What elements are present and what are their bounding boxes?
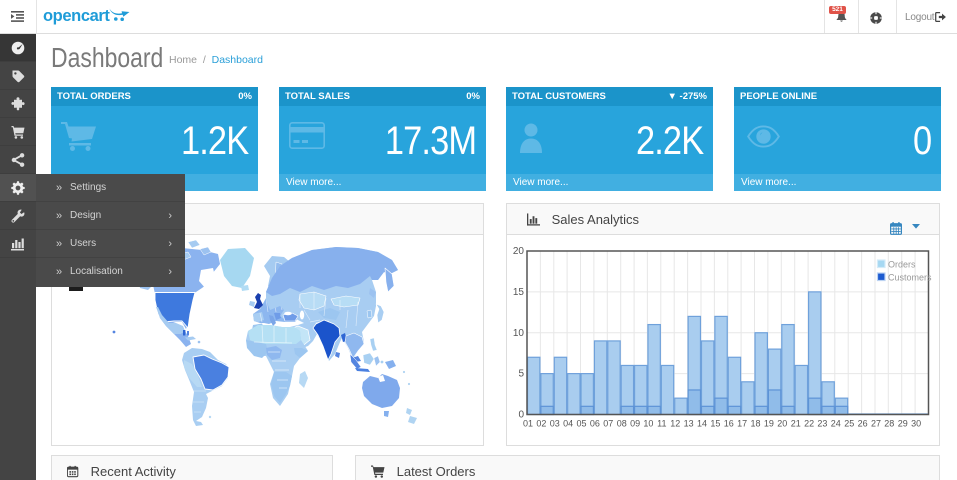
- svg-text:07: 07: [603, 419, 613, 429]
- svg-text:22: 22: [804, 419, 814, 429]
- svg-text:10: 10: [643, 419, 653, 429]
- svg-text:15: 15: [710, 419, 720, 429]
- svg-text:20: 20: [777, 419, 787, 429]
- svg-text:12: 12: [670, 419, 680, 429]
- svg-text:18: 18: [750, 419, 760, 429]
- svg-text:26: 26: [858, 419, 868, 429]
- svg-text:05: 05: [576, 419, 586, 429]
- svg-text:11: 11: [657, 419, 666, 429]
- svg-text:15: 15: [513, 287, 525, 298]
- svg-text:5: 5: [518, 369, 524, 380]
- svg-text:20: 20: [513, 246, 525, 257]
- svg-text:30: 30: [911, 419, 921, 429]
- svg-text:23: 23: [817, 419, 827, 429]
- svg-text:21: 21: [791, 419, 801, 429]
- svg-text:0: 0: [518, 410, 524, 421]
- svg-text:17: 17: [737, 419, 747, 429]
- svg-text:13: 13: [684, 419, 694, 429]
- svg-text:25: 25: [844, 419, 854, 429]
- svg-text:06: 06: [590, 419, 600, 429]
- svg-text:19: 19: [764, 419, 774, 429]
- svg-text:04: 04: [563, 419, 573, 429]
- svg-text:24: 24: [831, 419, 841, 429]
- svg-text:09: 09: [630, 419, 640, 429]
- svg-text:29: 29: [898, 419, 908, 429]
- svg-text:16: 16: [724, 419, 734, 429]
- svg-text:08: 08: [617, 419, 627, 429]
- svg-text:27: 27: [871, 419, 881, 429]
- svg-text:Customers: Customers: [888, 273, 932, 283]
- svg-text:Orders: Orders: [888, 260, 916, 270]
- svg-text:14: 14: [697, 419, 707, 429]
- svg-text:01: 01: [523, 419, 533, 429]
- svg-text:02: 02: [536, 419, 546, 429]
- svg-text:03: 03: [550, 419, 560, 429]
- svg-text:10: 10: [513, 328, 525, 339]
- svg-text:28: 28: [884, 419, 894, 429]
